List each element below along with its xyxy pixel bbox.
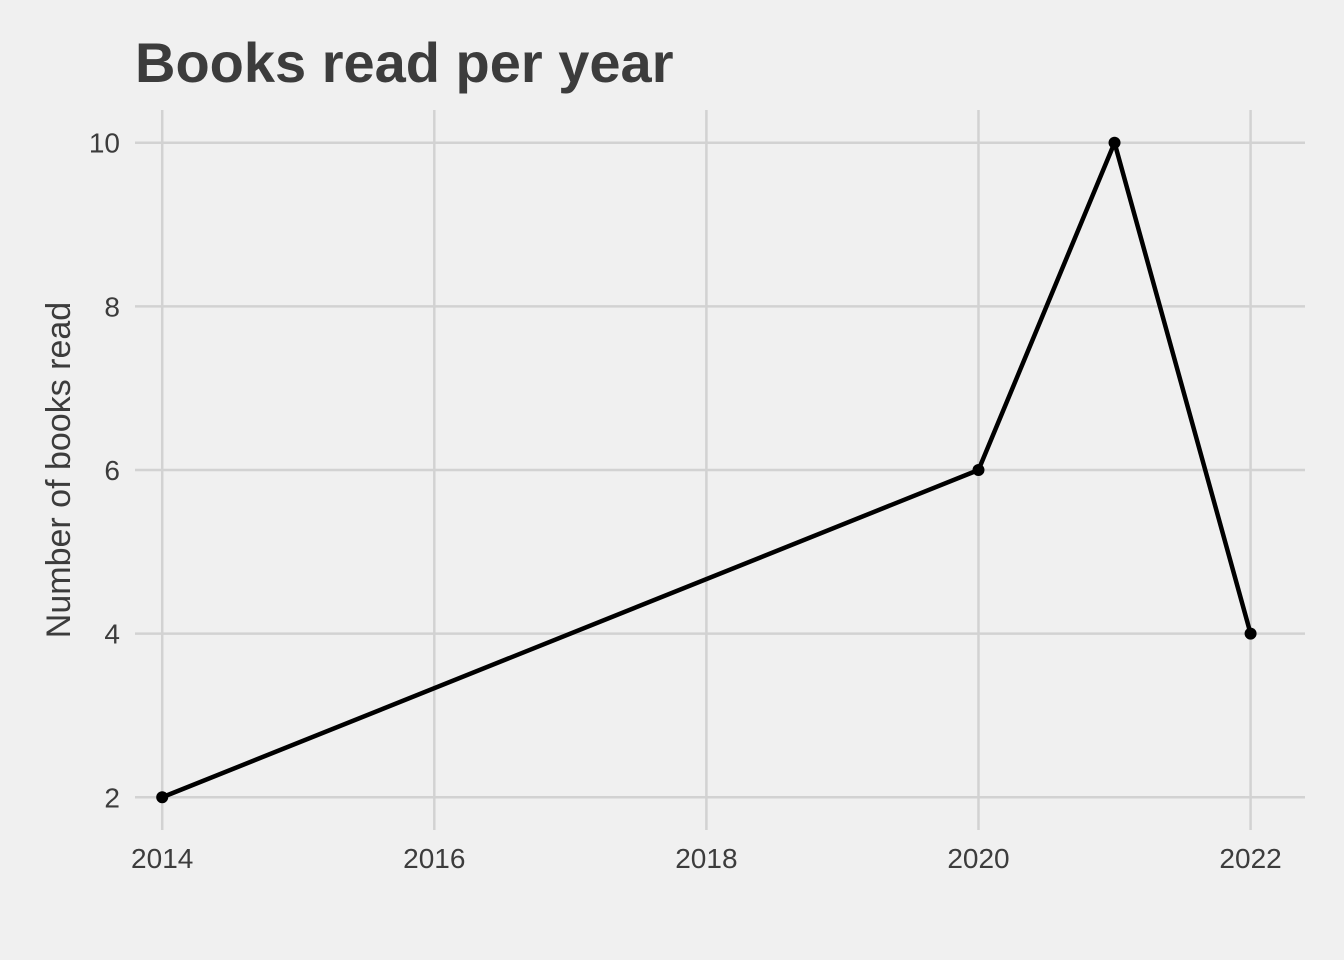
data-point xyxy=(1108,136,1121,149)
x-tick-label: 2016 xyxy=(403,843,465,874)
x-tick-label: 2018 xyxy=(675,843,737,874)
y-axis-title: Number of books read xyxy=(40,302,78,638)
y-tick-label: 2 xyxy=(104,782,120,813)
y-tick-label: 10 xyxy=(89,128,120,159)
data-point xyxy=(156,791,169,804)
series-layer xyxy=(156,136,1257,804)
chart-title: Books read per year xyxy=(135,31,673,94)
x-tick-label: 2014 xyxy=(131,843,193,874)
y-tick-label: 6 xyxy=(104,455,120,486)
data-point xyxy=(972,464,985,476)
x-tick-label: 2022 xyxy=(1219,843,1281,874)
grid-lines xyxy=(135,110,1305,830)
y-tick-label: 8 xyxy=(104,291,120,322)
tick-labels: 2014 2016 2018 2020 2022 2 4 6 8 10 xyxy=(89,128,1282,874)
x-tick-label: 2020 xyxy=(947,843,1009,874)
series-line xyxy=(161,140,1253,800)
y-tick-label: 4 xyxy=(104,619,120,650)
data-point xyxy=(1244,627,1257,640)
